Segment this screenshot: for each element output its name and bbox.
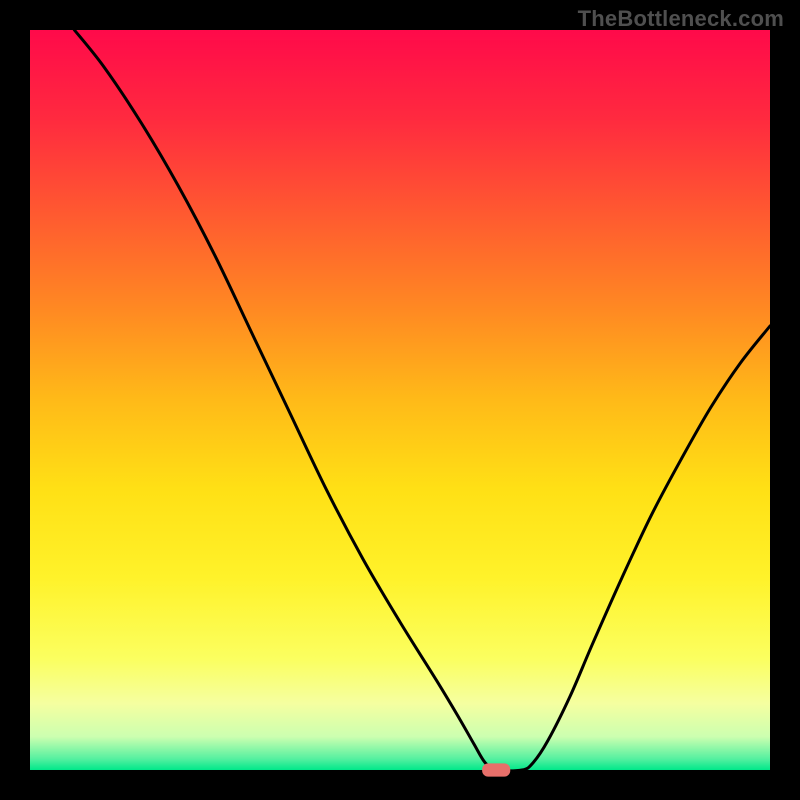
- plot-area: [30, 30, 770, 770]
- bottleneck-chart: [0, 0, 800, 800]
- attribution-label: TheBottleneck.com: [578, 6, 784, 32]
- optimal-marker: [482, 763, 510, 776]
- chart-container: TheBottleneck.com: [0, 0, 800, 800]
